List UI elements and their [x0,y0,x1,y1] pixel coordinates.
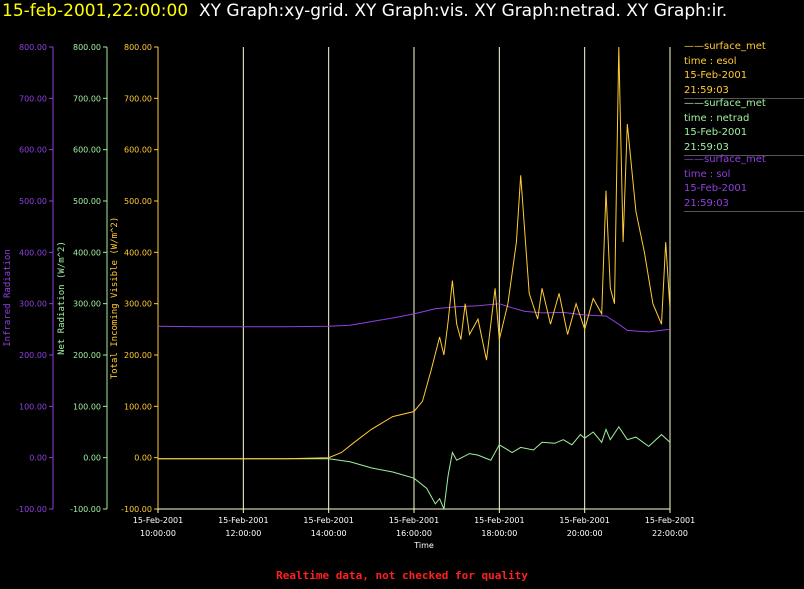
y-tick-label: 700.00 [19,94,47,103]
legend-item-esol: ——surface_met time : esol 15-Feb-2001 21… [684,40,804,99]
legend-time-label: 21:59:03 [684,141,729,153]
y-tick-label: 800.00 [19,43,47,52]
y-tick-label: 100.00 [73,402,101,411]
x-tick-time: 16:00:00 [396,529,432,538]
legend-series-label: ——surface_met [684,98,766,109]
y-tick-label: 600.00 [124,146,152,155]
legend-series-label: ——surface_met [684,154,766,165]
x-tick-time: 14:00:00 [311,529,347,538]
y-tick-label: 700.00 [73,94,101,103]
y-tick-label: 300.00 [124,300,152,309]
legend-line: —— [684,154,704,165]
legend-date-label: 15-Feb-2001 [684,127,748,138]
y-tick-label: 800.00 [124,43,152,52]
x-tick-time: 20:00:00 [567,529,603,538]
x-tick-time: 22:00:00 [652,529,688,538]
y-tick-label: 300.00 [19,300,47,309]
y-tick-label: 400.00 [73,248,101,257]
title-graphs: XY Graph:xy-grid. XY Graph:vis. XY Graph… [198,1,728,21]
quality-notice: Realtime data, not checked for quality [276,569,528,582]
y-axis-label: Net Radiation (W/m^2) [57,241,67,355]
y-tick-label: 100.00 [19,402,47,411]
x-axis-label: Time [413,541,434,550]
y-tick-label: 500.00 [19,197,47,206]
y-tick-label: -100.00 [16,505,47,514]
y-tick-label: 200.00 [19,351,47,360]
legend-time-label: 21:59:03 [684,197,729,209]
legend-line: —— [684,98,704,109]
x-tick-date: 15-Feb-2001 [559,516,609,525]
y-tick-label: 200.00 [124,351,152,360]
legend-var-label: time : netrad [684,112,750,124]
x-tick-time: 18:00:00 [481,529,517,538]
x-tick-date: 15-Feb-2001 [218,516,268,525]
x-tick-date: 15-Feb-2001 [133,516,183,525]
series-line-net [158,425,670,509]
y-tick-label: 500.00 [73,197,101,206]
legend-item-sol: ——surface_met time : sol 15-Feb-2001 21:… [684,153,804,212]
legend-line: —— [684,41,704,52]
y-tick-label: 500.00 [124,197,152,206]
y-tick-label: -100.00 [121,505,152,514]
x-tick-date: 15-Feb-2001 [389,516,439,525]
legend-item-netrad: ——surface_met time : netrad 15-Feb-2001 … [684,97,804,156]
y-tick-label: 200.00 [73,351,101,360]
y-tick-label: 400.00 [124,248,152,257]
legend-var-label: time : esol [684,55,737,67]
x-tick-time: 10:00:00 [140,529,176,538]
legend-date-label: 15-Feb-2001 [684,183,748,194]
y-tick-label: 700.00 [124,94,152,103]
series-line-vis [158,47,670,460]
title-date: 15-feb-2001,22:00:00 [2,1,189,21]
y-tick-label: 100.00 [124,402,152,411]
y-tick-label: 400.00 [19,248,47,257]
y-axis-label: Total Incoming Visible (W/m^2) [110,217,120,380]
x-tick-date: 15-Feb-2001 [303,516,353,525]
x-tick-time: 12:00:00 [225,529,261,538]
y-axis-label: Infrared Radiation [3,249,13,347]
y-tick-label: 300.00 [73,300,101,309]
y-tick-label: 600.00 [19,146,47,155]
y-tick-label: 0.00 [83,454,101,463]
x-tick-date: 15-Feb-2001 [474,516,524,525]
chart-title: 15-feb-2001,22:00:00 XY Graph:xy-grid. X… [2,1,727,21]
legend-time-label: 21:59:03 [684,84,729,96]
legend-series-label: ——surface_met [684,41,766,52]
y-tick-label: 800.00 [73,43,101,52]
y-tick-label: 600.00 [73,146,101,155]
legend-var-label: time : sol [684,168,731,180]
y-tick-label: 0.00 [134,454,152,463]
y-tick-label: -100.00 [70,505,101,514]
y-tick-label: 0.00 [29,454,47,463]
legend-date-label: 15-Feb-2001 [684,70,748,81]
x-tick-date: 15-Feb-2001 [645,516,695,525]
series-line-ir [158,303,670,333]
